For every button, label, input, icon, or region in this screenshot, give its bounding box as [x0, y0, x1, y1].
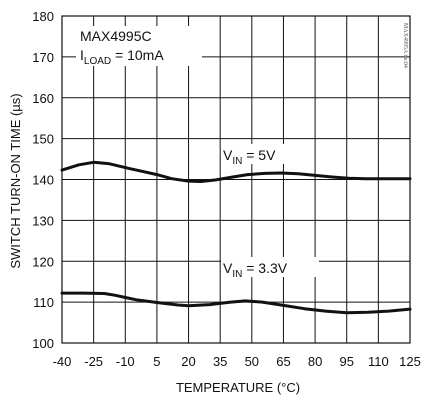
y-tick-label: 110 — [33, 295, 54, 310]
y-tick-label: 170 — [32, 50, 54, 65]
x-axis-title: TEMPERATURE (°C) — [176, 380, 300, 395]
x-tick-label: 5 — [153, 354, 160, 369]
x-tick-label: 20 — [181, 354, 195, 369]
x-tick-label: 125 — [399, 354, 421, 369]
x-tick-label: -10 — [116, 354, 135, 369]
y-axis-title: SWITCH TURN-ON TIME (µs) — [8, 93, 23, 268]
y-tick-label: 180 — [32, 9, 54, 24]
watermark-text: MAX4995A toc04 — [402, 23, 408, 68]
x-tick-label: 110 — [368, 354, 389, 369]
y-tick-label: 160 — [32, 91, 54, 106]
y-tick-label: 140 — [32, 173, 54, 188]
x-tick-label: -40 — [53, 354, 72, 369]
y-tick-label: 100 — [32, 336, 54, 351]
tick-labels: 100 110 120 130 140 150 160 170 180 -40 -25 -10 5 20 3… — [32, 9, 421, 369]
series-line-3v3 — [60, 291, 412, 315]
load-label-sub: LOAD — [84, 56, 111, 67]
series-line-5v — [60, 160, 412, 183]
series-label-3v3: VIN = 3.3V — [221, 257, 319, 280]
annotation-background — [76, 26, 202, 66]
series-label-5v: VIN = 5V — [221, 144, 297, 167]
x-tick-label: 95 — [339, 354, 353, 369]
y-tick-label: 130 — [32, 213, 54, 228]
series-label-3v3-background — [221, 257, 319, 277]
load-label-rest: = 10mA — [111, 47, 164, 63]
device-label: MAX4995C — [80, 28, 152, 44]
x-tick-label: 80 — [308, 354, 322, 369]
load-label-main: I — [80, 47, 84, 63]
x-tick-label: 50 — [245, 354, 259, 369]
x-tick-label: -25 — [84, 354, 103, 369]
load-label: ILOAD = 10mA — [80, 47, 164, 67]
series-label-5v-text: VIN = 5V — [223, 147, 276, 167]
x-tick-label: 65 — [276, 354, 290, 369]
series-label-5v-background — [221, 144, 297, 164]
y-tick-label: 150 — [32, 132, 54, 147]
y-tick-label: 120 — [32, 254, 54, 269]
series-label-3v3-text: VIN = 3.3V — [223, 260, 288, 280]
series-layer — [60, 160, 412, 315]
x-tick-label: 35 — [213, 354, 227, 369]
legend-annotation: MAX4995C ILOAD = 10mA — [76, 26, 202, 67]
